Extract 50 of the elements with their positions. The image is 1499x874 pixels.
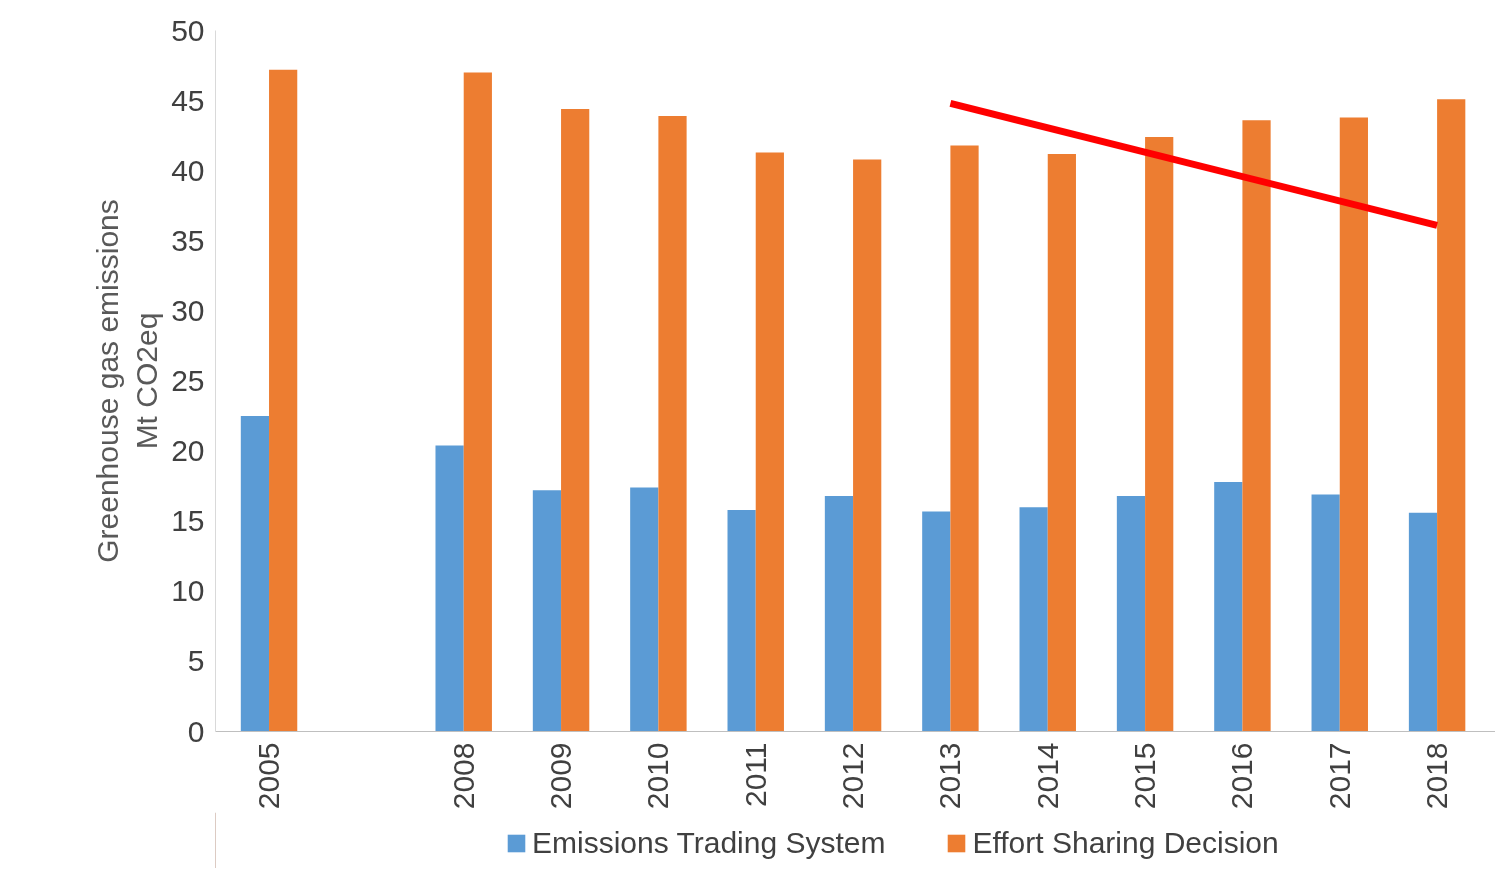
bar	[853, 159, 882, 732]
x-tick-label: 2012	[836, 742, 870, 810]
x-tick-label: 2009	[544, 742, 578, 810]
bar	[269, 69, 298, 732]
bar	[463, 72, 492, 732]
bar	[630, 487, 659, 732]
x-tick-label: 2008	[446, 742, 480, 810]
bar	[435, 445, 464, 732]
bar	[824, 495, 854, 732]
y-tick-label: 20	[171, 434, 205, 468]
y-tick-label: 30	[171, 293, 205, 327]
y-tick-label: 10	[171, 574, 205, 608]
bar	[922, 511, 951, 732]
y-tick-label: 45	[171, 83, 205, 117]
y-tick-label: 35	[171, 223, 205, 257]
x-tick-label: 2005	[252, 742, 286, 810]
legend-label: Effort Sharing Decision	[972, 826, 1279, 860]
y-axis-title: Greenhouse gas emissions Mt CO2eq	[90, 199, 164, 563]
bar	[1408, 512, 1438, 732]
bar	[1339, 117, 1368, 732]
bar	[1145, 137, 1174, 732]
y-tick-label: 0	[187, 714, 205, 748]
x-tick-label: 2016	[1225, 742, 1259, 810]
bar	[658, 116, 687, 732]
y-tick-label: 40	[171, 153, 205, 187]
legend-label: Emissions Trading System	[532, 826, 886, 860]
y-tick-label: 15	[171, 504, 205, 538]
y-tick-label: 25	[171, 364, 205, 397]
bar	[727, 509, 756, 732]
y-tick-label: 5	[187, 644, 205, 678]
bar	[1116, 495, 1146, 732]
bar	[561, 109, 590, 732]
bar	[1214, 481, 1243, 732]
bar	[1437, 99, 1466, 732]
bar	[950, 145, 979, 732]
bar	[1047, 153, 1076, 732]
x-tick-label: 2013	[933, 742, 967, 810]
x-tick-label: 2010	[641, 742, 675, 810]
bar	[1311, 494, 1340, 732]
bar	[532, 490, 562, 732]
bar	[1242, 120, 1271, 732]
bar	[755, 152, 784, 732]
y-tick-label: 50	[171, 13, 205, 47]
x-tick-label: 2015	[1128, 742, 1162, 810]
x-tick-label: 2011	[738, 742, 772, 808]
x-tick-label: 2014	[1030, 742, 1064, 810]
x-tick-label: 2018	[1420, 742, 1454, 810]
x-tick-label: 2017	[1322, 742, 1356, 810]
bar	[240, 416, 270, 732]
bar	[1019, 507, 1048, 732]
